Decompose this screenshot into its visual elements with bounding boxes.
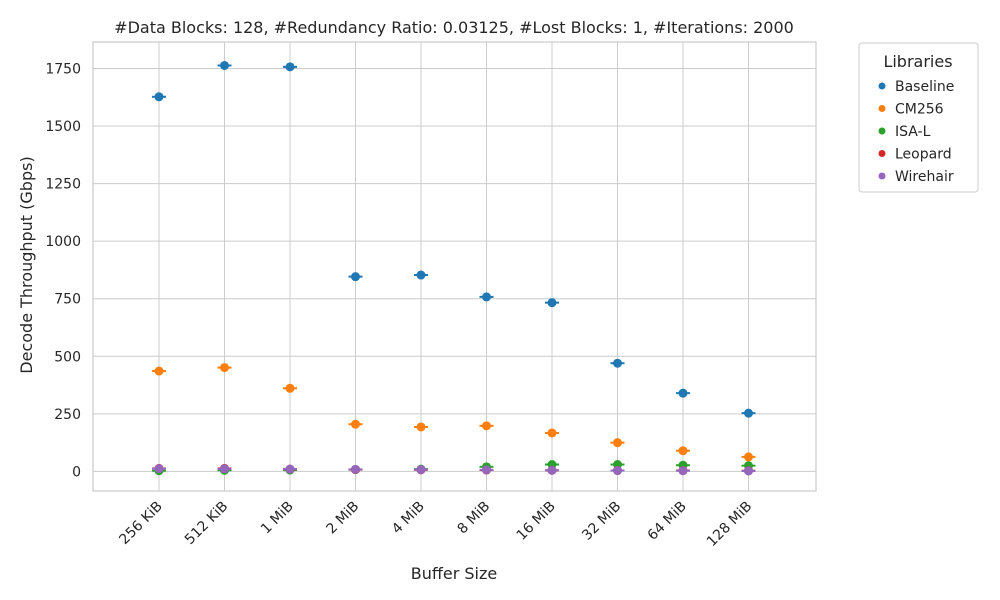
y-tick-label: 1000: [45, 234, 81, 250]
legend: Libraries Baseline CM256 ISA-L Leopard Wireh…: [858, 42, 979, 193]
data-point: [678, 466, 688, 476]
data-point: [351, 464, 360, 474]
data-point: [613, 438, 622, 448]
data-point: [416, 270, 426, 280]
plot-area: [92, 41, 817, 492]
data-points: [152, 60, 756, 476]
legend-title: Libraries: [883, 52, 952, 71]
data-point: [547, 465, 557, 475]
legend-label: CM256: [895, 102, 944, 118]
data-point: [220, 60, 229, 70]
y-tick-labels: 0 250 500 750 1000 1250 1500 1750: [45, 61, 81, 480]
data-point: [416, 465, 426, 475]
x-axis-title: Buffer Size: [411, 564, 498, 583]
x-tick-label: 8 MiB: [454, 499, 493, 538]
x-tick-label: 64 MiB: [645, 499, 690, 544]
x-tick-label: 32 MiB: [579, 499, 624, 544]
data-point: [547, 298, 557, 308]
x-tick-labels: 256 KiB 512 KiB 1 MiB 2 MiB 4 MiB 8 MiB 16 MiB…: [116, 499, 755, 550]
data-point: [220, 464, 229, 474]
y-tick-label: 750: [54, 292, 81, 308]
legend-marker: [878, 127, 886, 135]
y-tick-label: 500: [54, 349, 81, 365]
grid-lines: [93, 42, 816, 491]
data-point: [154, 366, 164, 376]
y-tick-label: 0: [72, 464, 81, 480]
data-point: [482, 292, 491, 302]
data-point: [220, 363, 229, 373]
data-point: [285, 464, 295, 474]
legend-marker: [878, 150, 886, 157]
x-tick-label: 4 MiB: [389, 499, 428, 538]
legend-marker: [878, 82, 886, 90]
data-point: [285, 383, 295, 393]
x-tick-label: 128 MiB: [704, 499, 755, 550]
x-tick-label: 512 KiB: [182, 499, 231, 548]
legend-marker: [878, 105, 886, 112]
legend-marker: [878, 172, 886, 180]
data-point: [482, 465, 491, 475]
chart-title: #Data Blocks: 128, #Redundancy Ratio: 0.…: [114, 18, 794, 37]
data-point: [351, 272, 360, 282]
data-point: [613, 358, 622, 368]
data-point: [285, 62, 295, 72]
x-tick-label: 16 MiB: [514, 499, 559, 544]
data-point: [482, 421, 491, 431]
plot-border: [92, 41, 817, 492]
data-point: [351, 419, 360, 429]
y-tick-label: 1750: [45, 61, 81, 77]
x-tick-label: 1 MiB: [258, 499, 297, 538]
data-point: [744, 408, 753, 418]
data-point: [744, 452, 753, 462]
data-point: [678, 446, 688, 456]
y-axis-title: Decode Throughput (Gbps): [17, 156, 36, 373]
data-point: [613, 466, 622, 476]
legend-items: Baseline CM256 ISA-L Leopard Wirehair: [878, 79, 954, 185]
data-point: [154, 92, 164, 102]
data-point: [678, 388, 688, 398]
data-point: [744, 466, 753, 476]
x-tick-label: 2 MiB: [323, 499, 362, 538]
legend-label: Wirehair: [895, 169, 954, 185]
data-point: [547, 428, 557, 438]
legend-label: ISA-L: [895, 124, 931, 140]
data-point: [154, 464, 164, 474]
y-tick-label: 1500: [45, 119, 81, 135]
data-point: [416, 422, 426, 432]
y-tick-label: 250: [54, 407, 81, 423]
x-tick-label: 256 KiB: [116, 499, 165, 548]
legend-label: Leopard: [895, 147, 952, 163]
legend-frame: [858, 42, 979, 193]
y-tick-label: 1250: [45, 177, 81, 193]
legend-label: Baseline: [895, 79, 954, 95]
